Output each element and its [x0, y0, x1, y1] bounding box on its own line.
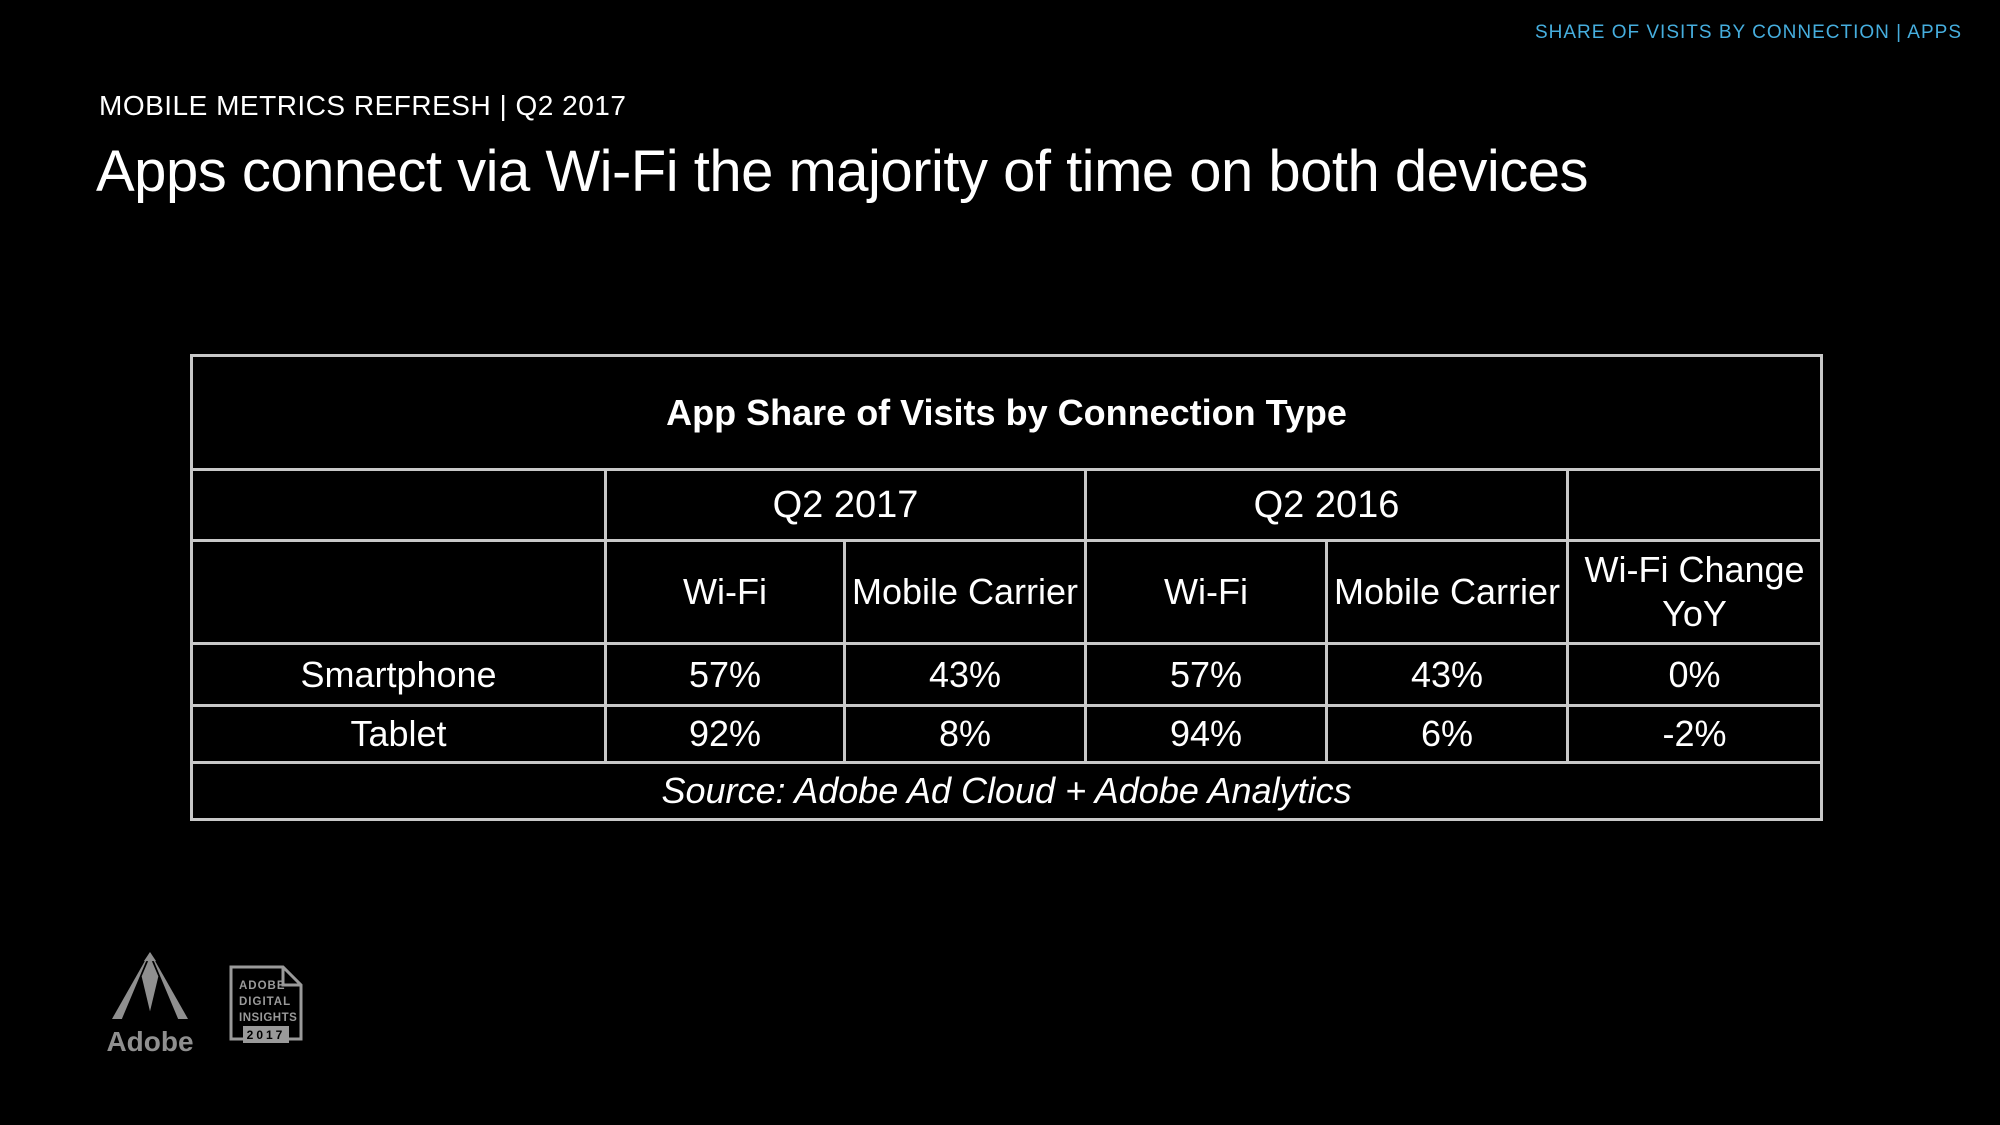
- period-header-q2-2017: Q2 2017: [604, 468, 1087, 542]
- row-label-tablet: Tablet: [190, 704, 607, 764]
- smartphone-yoy-change: 0%: [1565, 642, 1824, 707]
- tablet-2016-carrier: 6%: [1325, 704, 1569, 764]
- tablet-2017-carrier: 8%: [843, 704, 1087, 764]
- adobe-a-icon: [112, 952, 188, 1019]
- smartphone-2016-carrier: 43%: [1325, 642, 1569, 707]
- source-note: Source: Adobe Ad Cloud + Adobe Analytics: [189, 761, 1824, 821]
- table-source-row: Source: Adobe Ad Cloud + Adobe Analytics: [189, 761, 1824, 821]
- page-title: Apps connect via Wi-Fi the majority of t…: [96, 139, 1589, 204]
- tablet-yoy-change: -2%: [1565, 704, 1824, 764]
- empty-corner-cell: [190, 468, 607, 542]
- empty-period-cell: [1565, 468, 1824, 542]
- header-wifi-2016: Wi-Fi: [1084, 539, 1328, 645]
- tablet-2016-wifi: 94%: [1084, 704, 1328, 764]
- table-title: App Share of Visits by Connection Type: [189, 354, 1824, 471]
- empty-header-cell: [190, 539, 607, 645]
- header-mobile-carrier-2016: Mobile Carrier: [1325, 539, 1569, 645]
- header-wifi-change-yoy: Wi-Fi Change YoY: [1565, 539, 1824, 645]
- period-header-q2-2016: Q2 2016: [1084, 468, 1569, 542]
- badge-line-insights: INSIGHTS: [239, 1012, 297, 1024]
- tablet-2017-wifi: 92%: [604, 704, 846, 764]
- connection-share-table: App Share of Visits by Connection Type Q…: [189, 354, 1824, 821]
- row-label-smartphone: Smartphone: [190, 642, 607, 707]
- table-row-smartphone: Smartphone 57% 43% 57% 43% 0%: [190, 642, 1824, 707]
- badge-line-adobe: ADOBE: [239, 980, 286, 992]
- slide-kicker: SHARE OF VISITS BY CONNECTION | APPS: [1534, 22, 1962, 43]
- badge-year: 2017: [247, 1028, 286, 1042]
- table-period-row: Q2 2017 Q2 2016: [190, 468, 1824, 542]
- table-title-row: App Share of Visits by Connection Type: [189, 354, 1824, 471]
- header-mobile-carrier-2017: Mobile Carrier: [843, 539, 1087, 645]
- badge-line-digital: DIGITAL: [239, 996, 291, 1008]
- adobe-wordmark: Adobe: [106, 1026, 194, 1057]
- smartphone-2017-carrier: 43%: [843, 642, 1087, 707]
- adi-badge-icon: ADOBE DIGITAL INSIGHTS 2017: [229, 965, 303, 1043]
- table-row-tablet: Tablet 92% 8% 94% 6% -2%: [190, 704, 1824, 764]
- header-wifi-2017: Wi-Fi: [604, 539, 846, 645]
- table-header-row: Wi-Fi Mobile Carrier Wi-Fi Mobile Carrie…: [190, 539, 1824, 645]
- smartphone-2017-wifi: 57%: [604, 642, 846, 707]
- slide-eyebrow: MOBILE METRICS REFRESH | Q2 2017: [99, 90, 627, 121]
- smartphone-2016-wifi: 57%: [1084, 642, 1328, 707]
